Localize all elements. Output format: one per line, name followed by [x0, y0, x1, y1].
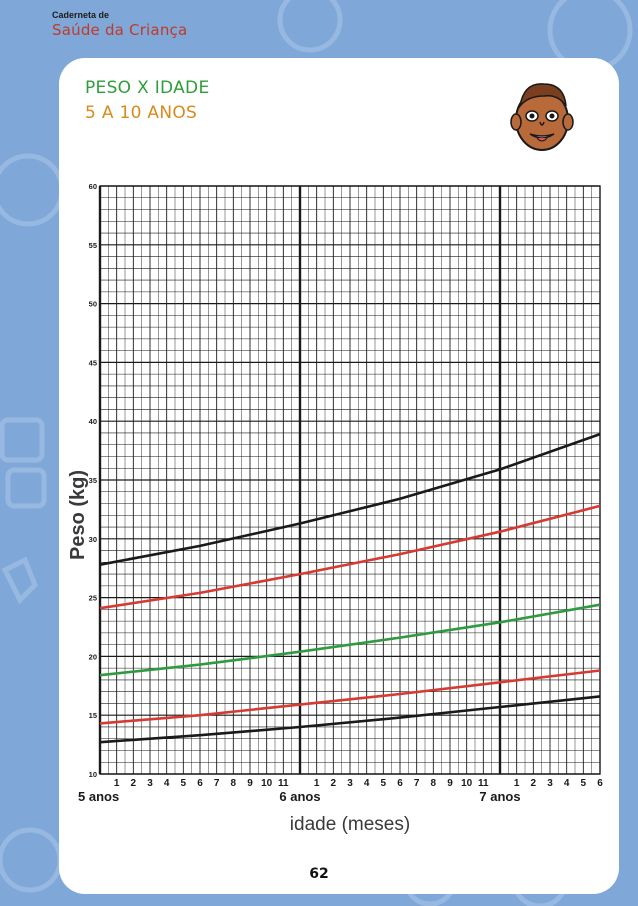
x-tick-label: 4 [564, 778, 570, 789]
x-tick-label: 9 [247, 778, 253, 789]
y-tick-label: 45 [89, 358, 97, 367]
child-face-icon [510, 83, 574, 151]
x-tick-label: 6 [397, 778, 403, 789]
x-tick-label: 11 [278, 778, 289, 789]
grid-major [98, 185, 601, 775]
header-small: Caderneta de [52, 10, 110, 20]
y-tick-label: 30 [89, 535, 97, 544]
series-layer [99, 432, 601, 744]
page-number: 62 [309, 866, 329, 882]
x-tick-label: 3 [347, 778, 353, 789]
x-tick-label: 11 [478, 778, 489, 789]
series-line-3 [99, 603, 601, 677]
content-card [59, 58, 619, 894]
y-tick-label: 25 [89, 594, 97, 603]
x-tick-label: 1 [114, 778, 120, 789]
x-tick-label: 5 [381, 778, 387, 789]
chart-title-line1: PESO X IDADE [85, 78, 210, 98]
x-tick-label: 1 [514, 778, 520, 789]
x-tick-label: 1 [314, 778, 320, 789]
y-tick-labels: 10 15 20 25 30 35 40 45 50 55 60 [89, 182, 97, 779]
x-tick-label: 3 [147, 778, 153, 789]
year-label: 7 anos [479, 789, 520, 804]
series-line-4 [99, 669, 601, 725]
x-tick-label: 5 [181, 778, 187, 789]
x-tick-label: 8 [431, 778, 437, 789]
series-line-5 [99, 695, 601, 744]
header-big: Saúde da Criança [52, 21, 188, 39]
x-tick-label: 4 [164, 778, 170, 789]
year-label: 6 anos [279, 789, 320, 804]
header: Caderneta de Saúde da Criança [52, 10, 187, 39]
year-labels: 5 anos 6 anos 7 anos [78, 789, 521, 804]
x-tick-label: 7 [214, 778, 220, 789]
chart-title-line2: 5 A 10 ANOS [85, 103, 198, 123]
y-tick-label: 35 [89, 476, 97, 485]
x-tick-label: 5 [581, 778, 587, 789]
x-tick-label: 10 [461, 778, 473, 789]
y-tick-label: 55 [89, 241, 97, 250]
x-tick-label: 4 [364, 778, 370, 789]
x-axis-label: idade (meses) [290, 814, 410, 835]
y-tick-label: 50 [89, 300, 97, 309]
x-tick-label: 8 [231, 778, 237, 789]
y-tick-label: 40 [89, 417, 97, 426]
x-tick-label: 2 [131, 778, 137, 789]
y-axis-label: Peso (kg) [67, 470, 89, 560]
series-line-1 [99, 432, 601, 566]
y-tick-label: 15 [89, 711, 97, 720]
x-tick-label: 6 [597, 778, 603, 789]
y-tick-label: 60 [89, 182, 97, 191]
x-tick-label: 9 [447, 778, 453, 789]
x-tick-labels: 1 2 3 4 5 6 7 8 9 10 11 1 2 3 4 5 6 7 8 9 10 11 1 2 3 4 5 6 [114, 778, 603, 789]
x-tick-label: 7 [414, 778, 420, 789]
y-tick-label: 10 [89, 770, 97, 779]
x-tick-label: 10 [261, 778, 273, 789]
y-tick-label: 20 [89, 652, 97, 661]
plot-frame [99, 185, 601, 775]
x-tick-label: 3 [547, 778, 553, 789]
year-label: 5 anos [78, 789, 119, 804]
x-tick-label: 2 [531, 778, 537, 789]
x-tick-label: 6 [197, 778, 203, 789]
series-line-2 [99, 504, 601, 610]
x-tick-label: 2 [331, 778, 337, 789]
